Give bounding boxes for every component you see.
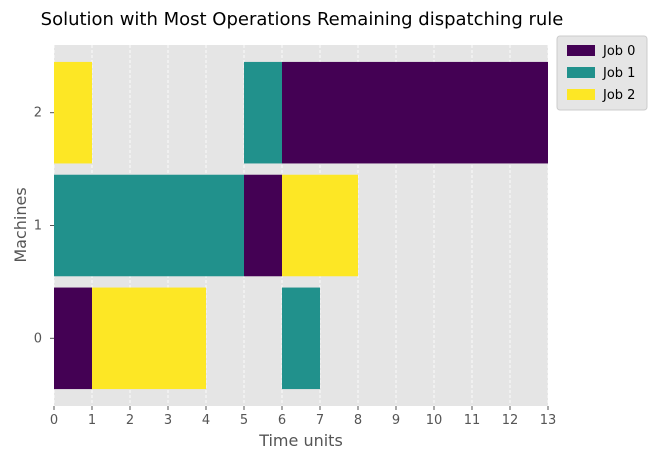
legend: Job 0 Job 1 Job 2: [556, 35, 648, 111]
legend-swatch-job-2: [567, 89, 595, 100]
x-tick-label: 6: [278, 413, 286, 428]
legend-label-job-0: Job 0: [602, 44, 635, 59]
x-axis-label: Time units: [258, 431, 343, 450]
x-tick-label: 12: [502, 413, 519, 428]
operation-bar-job-1-machine-2: [244, 61, 282, 164]
y-axis-ticks: 0 1 2: [34, 106, 54, 346]
x-tick-label: 7: [316, 413, 324, 428]
x-tick-label: 13: [540, 413, 557, 428]
legend-label-job-1: Job 1: [602, 66, 635, 81]
x-tick-label: 8: [354, 413, 362, 428]
operation-bar-job-0-machine-1: [244, 174, 282, 277]
operation-bar-job-2-machine-1: [282, 174, 358, 277]
x-tick-label: 4: [202, 413, 210, 428]
operation-bars: [54, 61, 548, 390]
operation-bar-job-1-machine-1: [54, 174, 244, 277]
operation-bar-job-1-machine-0: [282, 287, 320, 390]
operation-bar-job-0-machine-2: [282, 61, 548, 164]
legend-label-job-2: Job 2: [602, 88, 635, 103]
legend-swatch-job-1: [567, 67, 595, 78]
x-tick-label: 10: [426, 413, 443, 428]
operation-bar-job-0-machine-0: [54, 287, 92, 390]
operation-bar-job-2-machine-2: [54, 61, 92, 164]
y-tick-label: 2: [34, 106, 42, 121]
x-tick-label: 5: [240, 413, 248, 428]
y-tick-label: 0: [34, 331, 42, 346]
x-tick-label: 1: [88, 413, 96, 428]
x-tick-label: 9: [392, 413, 400, 428]
x-axis-ticks: 0 1 2 3 4 5 6 7 8 9 10 11 12 13: [50, 406, 556, 428]
legend-swatch-job-0: [567, 45, 595, 56]
chart-title: Solution with Most Operations Remaining …: [41, 9, 564, 30]
y-axis-label: Machines: [11, 187, 30, 262]
y-tick-label: 1: [34, 219, 42, 234]
x-tick-label: 0: [50, 413, 58, 428]
x-tick-label: 3: [164, 413, 172, 428]
x-tick-label: 2: [126, 413, 134, 428]
operation-bar-job-2-machine-0: [92, 287, 206, 390]
x-tick-label: 11: [464, 413, 481, 428]
